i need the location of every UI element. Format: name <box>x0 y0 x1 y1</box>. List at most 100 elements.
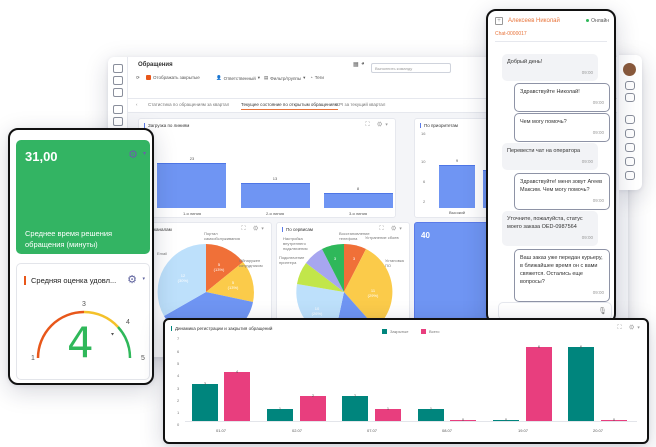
refresh-button[interactable]: ⟳ <box>136 75 140 80</box>
bar-closed-2007[interactable] <box>568 347 594 421</box>
y-tick: 1 <box>177 410 180 415</box>
bar-value: 1 <box>429 406 433 411</box>
x-label: 19.07 <box>517 428 528 433</box>
x-axis <box>185 421 637 422</box>
message-time: 09:00 <box>592 130 604 135</box>
responsible-label: Ответственный <box>223 75 256 81</box>
avatar[interactable] <box>623 63 636 76</box>
message-text: Здравствуйте Николай! <box>520 89 580 95</box>
tabs-back-icon[interactable]: ‹ <box>136 102 138 107</box>
pie-label: Портал самообслуживания <box>204 231 240 241</box>
filter-groups-dropdown[interactable]: ▤ Фильтр/группы ▾ <box>264 75 306 81</box>
kpi-label: Среднее время решения обращения (минуты) <box>25 228 112 250</box>
x-label: 3-я линия <box>348 211 367 216</box>
chat-scrollbar[interactable] <box>617 51 619 301</box>
expand-icon[interactable]: + <box>495 17 503 25</box>
gauge-value: 4 <box>67 318 94 367</box>
responsible-dropdown[interactable]: 👤 Ответственный ▾ <box>216 75 261 81</box>
x-label: 20.07 <box>592 428 603 433</box>
bar-high[interactable] <box>439 165 475 208</box>
bar-total-2007[interactable] <box>601 420 627 421</box>
user-icon: 👤 <box>216 75 222 80</box>
chevron-down-icon[interactable]: ▾ <box>142 151 146 157</box>
bar-total-0707[interactable] <box>375 409 401 421</box>
legend-total[interactable]: Всего <box>429 329 440 334</box>
chevron-down-icon[interactable]: ▾ <box>142 276 145 282</box>
kpi-avg-resolution-time: 31,00 ⚙ ▾ Среднее время решения обращения… <box>16 140 150 254</box>
svg-text:3: 3 <box>353 256 356 261</box>
y-tick: 10 <box>421 159 426 164</box>
gear-icon[interactable]: ⚙ <box>127 274 137 286</box>
kpi-value: 31,00 <box>25 149 58 164</box>
tasks-icon[interactable] <box>625 171 635 180</box>
bar-line-1[interactable] <box>157 163 226 208</box>
inbox-icon[interactable] <box>113 76 123 85</box>
pie-label: Установка ПО <box>385 258 404 268</box>
bar-closed-0707[interactable] <box>342 396 368 421</box>
settings-icon[interactable] <box>625 81 635 90</box>
card-actions[interactable]: ⛶ ⚙▾ <box>365 122 391 128</box>
gauge-min: 1 <box>31 355 35 362</box>
pie-view-icon[interactable]: ◕ <box>361 61 365 67</box>
tab-quarter-stats[interactable]: Статистика по обращениям за квартал <box>148 102 230 107</box>
bar-closed-0807[interactable] <box>418 409 444 421</box>
svg-text:(13%): (13%) <box>228 285 239 290</box>
gauge-mid: 3 <box>82 301 86 308</box>
y-tick: 2 <box>177 398 180 403</box>
x-label: 02.07 <box>291 428 302 433</box>
message-text: Здравствуйте! меня зовут Агеев Максим. Ч… <box>520 179 603 193</box>
bar-closed-1907[interactable] <box>493 420 519 421</box>
show-closed-toggle[interactable]: Отображать закрытые <box>146 75 200 80</box>
mail-icon[interactable] <box>625 129 635 138</box>
chat-icon[interactable] <box>625 143 635 152</box>
card-actions[interactable]: ⛶ ⚙▾ <box>379 226 405 232</box>
svg-text:10: 10 <box>315 306 320 311</box>
tab-current-state[interactable]: Текущее состояние по открытым обращениям <box>241 102 338 110</box>
grid-icon[interactable] <box>113 88 123 97</box>
bar-line-2[interactable] <box>241 183 310 208</box>
command-input[interactable]: Выполнить команду <box>371 63 451 73</box>
bar-total-1907[interactable] <box>526 347 552 421</box>
bar-value: 1 <box>386 406 390 411</box>
bar-total-0807[interactable] <box>450 420 476 421</box>
headset-icon[interactable] <box>113 105 123 114</box>
bar-closed-0107[interactable] <box>192 384 218 421</box>
tab-kpi[interactable]: KPI за текущий квартал <box>336 102 386 107</box>
bar-value: 0 <box>461 417 465 422</box>
legend-closed[interactable]: Закрытые <box>390 329 409 334</box>
cloud-icon[interactable] <box>625 115 635 124</box>
grid-view-icon[interactable]: ▦ <box>353 62 359 68</box>
home-icon[interactable] <box>113 64 123 73</box>
bar-value: 8 <box>356 186 360 191</box>
bar-value: 9 <box>455 158 459 163</box>
bar-total-0207[interactable] <box>300 396 326 421</box>
gauge-max: 5 <box>141 355 145 362</box>
calendar-icon[interactable] <box>113 117 123 126</box>
x-label: 2-я линия <box>265 211 284 216</box>
filter-icon: ▤ <box>264 75 269 80</box>
bar-value: 4 <box>235 369 239 374</box>
tags-button[interactable]: ◔ Теги <box>310 75 324 80</box>
tags-label: Теги <box>314 75 324 80</box>
card-actions[interactable]: ⛶ ⚙▾ <box>241 226 267 232</box>
bar-line-3[interactable] <box>324 193 393 208</box>
checkbox-icon <box>146 75 151 80</box>
card-title: По приоритетам <box>420 123 458 128</box>
card-actions[interactable]: ⛶ ⚙▾ <box>617 325 643 331</box>
kpi-satisfaction-gauge: Средняя оценка удовл... ⚙ ▾ 1 3 4 5 4 <box>16 263 150 380</box>
svg-text:11: 11 <box>371 288 376 293</box>
microphone-icon[interactable]: 🎙 <box>598 308 607 315</box>
show-closed-label: Отображать закрытые <box>153 75 200 80</box>
x-label: 08.07 <box>441 428 452 433</box>
gauge-target: 4 <box>126 319 130 326</box>
help-icon[interactable] <box>625 93 635 102</box>
chat-message-out: Ваш заказ уже передан курьеру, в ближайш… <box>514 249 610 302</box>
bar-total-0107[interactable] <box>224 372 250 421</box>
bar-closed-0207[interactable] <box>267 409 293 421</box>
bell-icon[interactable] <box>625 157 635 166</box>
tag-icon: ◔ <box>310 75 313 80</box>
gear-icon[interactable]: ⚙ <box>128 149 138 161</box>
right-rail <box>618 55 642 190</box>
kpi-label-line: Среднее время решения <box>25 229 113 238</box>
message-text: Ваш заказ уже передан курьеру, в ближайш… <box>520 255 603 285</box>
